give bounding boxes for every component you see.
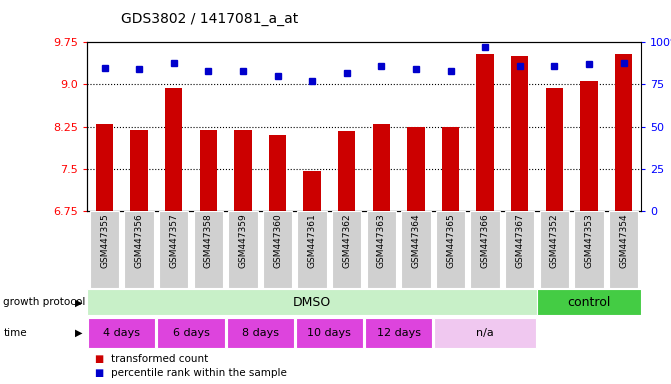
Bar	[366, 211, 396, 288]
Bar	[130, 129, 148, 211]
Bar	[580, 81, 598, 211]
Text: 8 days: 8 days	[242, 328, 278, 338]
Text: GSM447352: GSM447352	[550, 214, 559, 268]
Bar	[338, 131, 356, 211]
Text: 6 days: 6 days	[172, 328, 209, 338]
Text: percentile rank within the sample: percentile rank within the sample	[111, 368, 287, 378]
Text: growth protocol: growth protocol	[3, 297, 86, 308]
Text: GSM447365: GSM447365	[446, 214, 455, 268]
Bar	[539, 211, 569, 288]
Bar	[546, 88, 563, 211]
Bar	[90, 211, 119, 288]
Text: GSM447353: GSM447353	[584, 214, 593, 268]
Text: GSM447357: GSM447357	[169, 214, 178, 268]
Bar	[511, 56, 528, 211]
Bar	[234, 129, 252, 211]
Text: GSM447356: GSM447356	[135, 214, 144, 268]
Bar	[158, 318, 225, 348]
Text: GSM447360: GSM447360	[273, 214, 282, 268]
Text: ▶: ▶	[75, 297, 83, 308]
Text: transformed count: transformed count	[111, 354, 208, 364]
Bar	[227, 318, 294, 348]
Bar	[442, 127, 459, 211]
Bar	[159, 211, 189, 288]
Bar	[609, 211, 638, 288]
Text: n/a: n/a	[476, 328, 494, 338]
Bar	[401, 211, 431, 288]
Bar	[87, 290, 537, 315]
Bar	[194, 211, 223, 288]
Text: GDS3802 / 1417081_a_at: GDS3802 / 1417081_a_at	[121, 12, 298, 25]
Text: ■: ■	[94, 354, 103, 364]
Bar	[200, 129, 217, 211]
Text: GSM447362: GSM447362	[342, 214, 351, 268]
Text: time: time	[3, 328, 27, 338]
Text: GSM447366: GSM447366	[480, 214, 490, 268]
Bar	[505, 211, 534, 288]
Text: GSM447359: GSM447359	[238, 214, 248, 268]
Bar	[124, 211, 154, 288]
Text: GSM447358: GSM447358	[204, 214, 213, 268]
Bar	[372, 124, 390, 211]
Bar	[303, 170, 321, 211]
Text: 12 days: 12 days	[376, 328, 421, 338]
Bar	[365, 318, 432, 348]
Bar	[297, 211, 327, 288]
Bar	[96, 124, 113, 211]
Text: GSM447361: GSM447361	[307, 214, 317, 268]
Bar	[434, 318, 536, 348]
Text: GSM447367: GSM447367	[515, 214, 524, 268]
Text: DMSO: DMSO	[293, 296, 331, 309]
Bar	[228, 211, 258, 288]
Text: 4 days: 4 days	[103, 328, 140, 338]
Bar	[615, 53, 632, 211]
Bar	[435, 211, 465, 288]
Bar	[470, 211, 500, 288]
Text: GSM447363: GSM447363	[377, 214, 386, 268]
Bar	[89, 318, 156, 348]
Bar	[476, 53, 494, 211]
Bar	[165, 88, 183, 211]
Text: ▶: ▶	[75, 328, 83, 338]
Bar	[296, 318, 363, 348]
Text: GSM447355: GSM447355	[100, 214, 109, 268]
Bar	[537, 290, 641, 315]
Text: GSM447354: GSM447354	[619, 214, 628, 268]
Text: 10 days: 10 days	[307, 328, 352, 338]
Bar	[263, 211, 293, 288]
Bar	[269, 135, 286, 211]
Bar	[407, 127, 425, 211]
Text: ■: ■	[94, 368, 103, 378]
Text: control: control	[567, 296, 611, 309]
Text: GSM447364: GSM447364	[411, 214, 421, 268]
Bar	[574, 211, 604, 288]
Bar	[332, 211, 362, 288]
